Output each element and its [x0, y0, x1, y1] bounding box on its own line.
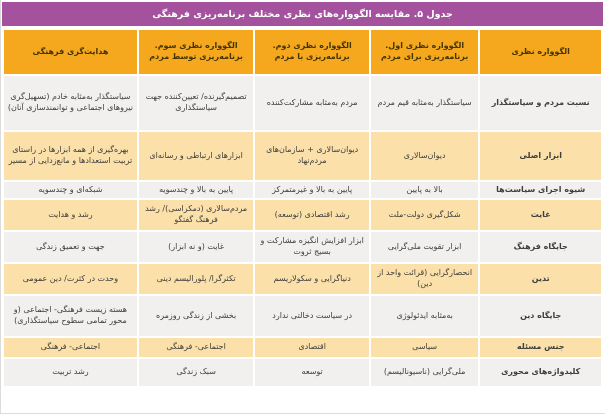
row-label-cell: جایگاه فرهنگ — [480, 232, 601, 262]
data-cell: اقتصادی — [255, 338, 369, 357]
table-row: جنس مسئله سیاسی اقتصادی اجتماعی- فرهنگی اجتم… — [4, 338, 601, 357]
data-cell: در سیاست دخالتی ندارد — [255, 296, 369, 336]
header-cell: الگوواره نظری دوم. برنامه‌ریزی با مردم — [255, 30, 369, 74]
table-row: ابزار اصلی دیوان‌سالاری دیوان‌سالاری + ساز… — [4, 132, 601, 180]
data-cell: بالا به پایین — [370, 182, 479, 198]
data-cell: رشد اقتصادی (توسعه) — [255, 200, 369, 230]
header-cell: الگوواره نظری سوم. برنامه‌ریزی توسط مردم — [138, 30, 254, 74]
data-cell: مردم به‌مثابه مشارکت‌کننده — [255, 76, 369, 130]
data-cell: شکل‌گیری دولت-ملت — [370, 200, 479, 230]
data-cell: شبکه‌ای و چندسویه — [4, 182, 137, 198]
data-cell: دیوان‌سالاری — [370, 132, 479, 180]
data-cell: وحدت در کثرت/ دین عمومی — [4, 264, 137, 294]
row-label-cell: جنس مسئله — [480, 338, 601, 357]
row-label-cell: نسبت مردم و سیاستگذار — [480, 76, 601, 130]
data-cell: سیاسی — [370, 338, 479, 357]
data-cell: اجتماعی- فرهنگی — [138, 338, 254, 357]
header-cell: الگوواره نظری — [480, 30, 601, 74]
row-label-cell: تدین — [480, 264, 601, 294]
data-cell: ابزارهای ارتباطی و رسانه‌ای — [138, 132, 254, 180]
table-row: شیوه اجرای سیاست‌ها بالا به پایین پایین به… — [4, 182, 601, 198]
table-title: جدول ۵. مقایسه الگوواره‌های نظری مختلف ب… — [152, 8, 453, 20]
table-row: غایت شکل‌گیری دولت-ملت رشد اقتصادی (توسعه)… — [4, 200, 601, 230]
data-cell: سیاستگذار به‌مثابه خادم (تسهیل‌گری نیروه… — [4, 76, 137, 130]
data-cell: بهره‌گیری از همه ابزارها در راستای تربیت… — [4, 132, 137, 180]
data-cell: رشد و هدایت — [4, 200, 137, 230]
data-cell: ابزار تقویت ملی‌گرایی — [370, 232, 479, 262]
data-cell: پایین به بالا و چندسویه — [138, 182, 254, 198]
row-label-cell: غایت — [480, 200, 601, 230]
data-cell: ابزار افزایش انگیزه مشارکت و بسیج ثروت — [255, 232, 369, 262]
table-row: نسبت مردم و سیاستگذار سیاستگذار به‌مثابه … — [4, 76, 601, 130]
data-cell: دنیاگرایی و سکولاریسم — [255, 264, 369, 294]
data-cell: انحصارگرایی (قرائت واحد از دین) — [370, 264, 479, 294]
header-cell: الگوواره نظری اول. برنامه‌ریزی برای مردم — [370, 30, 479, 74]
row-label-cell: شیوه اجرای سیاست‌ها — [480, 182, 601, 198]
table-title-bar: جدول ۵. مقایسه الگوواره‌های نظری مختلف ب… — [2, 2, 603, 26]
table-row: جایگاه دین به‌مثابه ایدئولوژی در سیاست دخا… — [4, 296, 601, 336]
data-cell: رشد تربیت — [4, 359, 137, 386]
data-cell: ملی‌گرایی (ناسیونالیسم) — [370, 359, 479, 386]
table-row: جایگاه فرهنگ ابزار تقویت ملی‌گرایی ابزار ا… — [4, 232, 601, 262]
data-cell: پایین به بالا و غیرمتمرکز — [255, 182, 369, 198]
row-label-cell: جایگاه دین — [480, 296, 601, 336]
data-cell: سیاستگذار به‌مثابه قیم مردم — [370, 76, 479, 130]
data-cell: بخشی از زندگی روزمره — [138, 296, 254, 336]
data-cell: دیوان‌سالاری + سازمان‌های مردم‌نهاد — [255, 132, 369, 180]
row-label-cell: ابزار اصلی — [480, 132, 601, 180]
data-cell: اجتماعی- فرهنگی — [4, 338, 137, 357]
table-body: نسبت مردم و سیاستگذار سیاستگذار به‌مثابه … — [4, 76, 601, 386]
data-cell: به‌مثابه ایدئولوژی — [370, 296, 479, 336]
data-cell: تصمیم‌گیرنده/ تعیین‌کننده جهت سیاستگذاری — [138, 76, 254, 130]
data-cell: تکثرگرا/ پلورالیسم دینی — [138, 264, 254, 294]
data-cell: سبک زندگی — [138, 359, 254, 386]
header-cell: هدایت‌گری فرهنگی — [4, 30, 137, 74]
data-cell: هسته زیست فرهنگی- اجتماعی (و محور تمامی … — [4, 296, 137, 336]
header-row: الگوواره نظری الگوواره نظری اول. برنامه‌ر… — [4, 30, 601, 74]
table-row: تدین انحصارگرایی (قرائت واحد از دین) دنیاگ… — [4, 264, 601, 294]
comparison-table: الگوواره نظری الگوواره نظری اول. برنامه‌ر… — [2, 28, 603, 388]
data-cell: توسعه — [255, 359, 369, 386]
row-label-cell: کلیدواژه‌های محوری — [480, 359, 601, 386]
data-cell: جهت و تعمیق زندگی — [4, 232, 137, 262]
data-cell: مردم‌سالاری (دمکراسی)/ رشد فرهنگ گفتگو — [138, 200, 254, 230]
data-cell: غایت (و نه ابزار) — [138, 232, 254, 262]
table-row: کلیدواژه‌های محوری ملی‌گرایی (ناسیونالیسم… — [4, 359, 601, 386]
